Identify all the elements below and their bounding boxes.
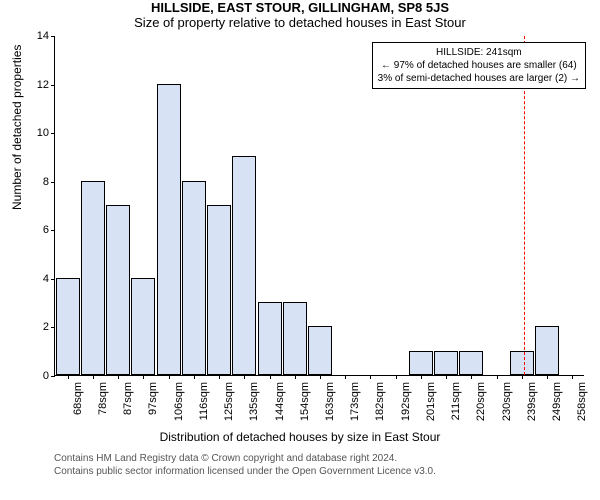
y-tick-label: 4 [25,273,49,285]
y-tick-label: 8 [25,176,49,188]
x-tick-label: 211sqm [450,382,462,432]
x-tick-mark [547,375,548,379]
y-tick-mark [51,376,55,377]
x-tick-mark [118,375,119,379]
x-tick-label: 220sqm [475,382,487,432]
y-tick-label: 10 [25,127,49,139]
bar [157,84,181,375]
y-tick-label: 2 [25,321,49,333]
x-tick-label: 249sqm [551,382,563,432]
x-tick-mark [219,375,220,379]
callout-box: HILLSIDE: 241sqm ← 97% of detached house… [372,42,586,89]
chart-area: HILLSIDE: 241sqm ← 97% of detached house… [54,36,584,376]
x-tick-label: 230sqm [501,382,513,432]
x-tick-label: 182sqm [374,382,386,432]
x-tick-label: 87sqm [122,382,134,432]
bar [535,326,559,375]
x-tick-mark [497,375,498,379]
x-tick-mark [522,375,523,379]
bar [510,351,534,375]
x-tick-label: 201sqm [425,382,437,432]
x-tick-mark [93,375,94,379]
y-tick-label: 6 [25,224,49,236]
x-tick-mark [295,375,296,379]
x-tick-label: 154sqm [299,382,311,432]
bar [409,351,433,375]
x-tick-label: 135sqm [248,382,260,432]
bar [106,205,130,375]
x-tick-label: 125sqm [223,382,235,432]
x-tick-mark [370,375,371,379]
bar [459,351,483,375]
bar [258,302,282,375]
x-tick-label: 78sqm [97,382,109,432]
x-tick-mark [345,375,346,379]
bar [232,156,256,375]
x-tick-label: 116sqm [198,382,210,432]
x-tick-mark [396,375,397,379]
x-tick-label: 258sqm [576,382,588,432]
x-axis-label: Distribution of detached houses by size … [0,430,600,444]
y-tick-mark [51,182,55,183]
bar [131,278,155,375]
bar [434,351,458,375]
x-tick-label: 163sqm [324,382,336,432]
x-tick-mark [244,375,245,379]
bar [207,205,231,375]
bar [81,181,105,375]
x-tick-mark [143,375,144,379]
x-tick-label: 97sqm [147,382,159,432]
x-tick-mark [68,375,69,379]
x-tick-label: 106sqm [173,382,185,432]
y-axis-label: Number of detached properties [10,45,24,210]
footer-note: Contains HM Land Registry data © Crown c… [54,452,600,478]
x-tick-mark [421,375,422,379]
callout-line3: 3% of semi-detached houses are larger (2… [378,72,580,85]
x-tick-mark [169,375,170,379]
bar [182,181,206,375]
callout-line1: HILLSIDE: 241sqm [378,46,580,59]
x-tick-label: 192sqm [400,382,412,432]
footer-line2: Contains public sector information licen… [54,465,600,478]
y-tick-label: 14 [25,30,49,42]
y-tick-mark [51,327,55,328]
x-tick-mark [572,375,573,379]
plot-region: HILLSIDE: 241sqm ← 97% of detached house… [54,36,584,376]
y-tick-mark [51,230,55,231]
y-tick-mark [51,279,55,280]
x-tick-mark [320,375,321,379]
y-tick-label: 12 [25,79,49,91]
x-tick-label: 144sqm [274,382,286,432]
bar [283,302,307,375]
x-tick-label: 239sqm [526,382,538,432]
x-tick-label: 68sqm [72,382,84,432]
x-tick-mark [471,375,472,379]
x-tick-label: 173sqm [349,382,361,432]
chart-title: HILLSIDE, EAST STOUR, GILLINGHAM, SP8 5J… [0,0,600,15]
bar [308,326,332,375]
callout-line2: ← 97% of detached houses are smaller (64… [378,59,580,72]
y-tick-mark [51,133,55,134]
y-tick-label: 0 [25,370,49,382]
y-tick-mark [51,85,55,86]
x-tick-mark [194,375,195,379]
chart-subtitle: Size of property relative to detached ho… [0,15,600,30]
bar [56,278,80,375]
x-tick-mark [270,375,271,379]
x-tick-mark [446,375,447,379]
y-tick-mark [51,36,55,37]
footer-line1: Contains HM Land Registry data © Crown c… [54,452,600,465]
